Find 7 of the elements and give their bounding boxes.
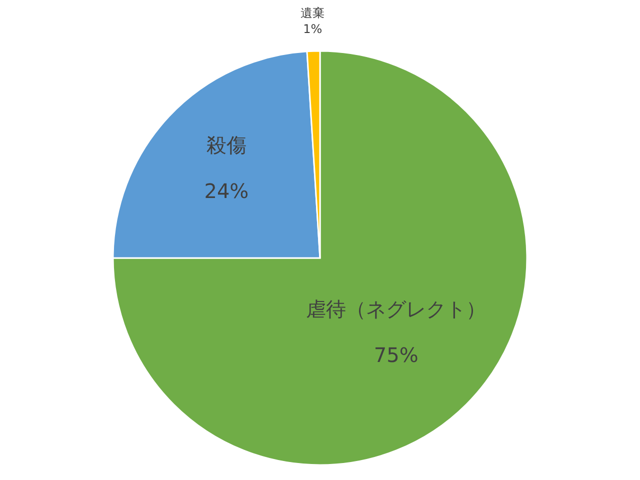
data-label: 75% [374,343,418,368]
slice-label: 遺棄 [300,6,325,20]
pie-slice [112,50,528,466]
data-label: 24% [204,179,249,204]
slice-label: 殺傷 [206,133,246,158]
slice-label: 虐待（ネグレクト） [306,297,486,322]
data-label: 1% [303,22,322,36]
